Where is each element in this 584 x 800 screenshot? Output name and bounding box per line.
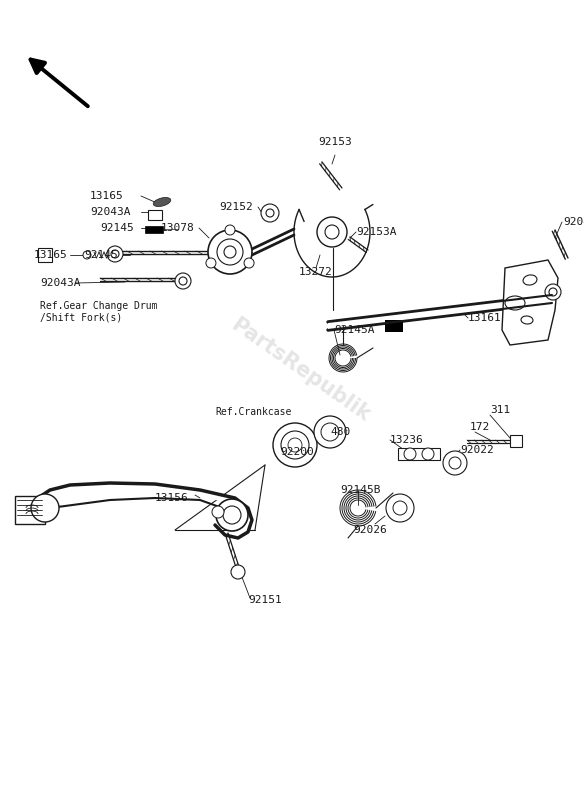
Text: 92151: 92151 <box>248 595 281 605</box>
Ellipse shape <box>153 198 171 206</box>
Polygon shape <box>328 295 552 330</box>
Circle shape <box>386 494 414 522</box>
Circle shape <box>107 246 123 262</box>
Bar <box>398 448 440 460</box>
Text: 311: 311 <box>490 405 510 415</box>
Text: 13161: 13161 <box>468 313 502 323</box>
Circle shape <box>317 217 347 247</box>
Text: 92145B: 92145B <box>340 485 381 495</box>
Text: 13236: 13236 <box>390 435 424 445</box>
Text: 13165: 13165 <box>34 250 68 260</box>
Text: 13165: 13165 <box>90 191 124 201</box>
Circle shape <box>449 457 461 469</box>
Circle shape <box>549 288 557 296</box>
Text: 92043A: 92043A <box>90 207 130 217</box>
Ellipse shape <box>523 275 537 285</box>
Text: 92043A: 92043A <box>40 278 81 288</box>
Circle shape <box>266 209 274 217</box>
Circle shape <box>31 494 59 522</box>
Text: 13156: 13156 <box>155 493 189 503</box>
Circle shape <box>216 499 248 531</box>
Circle shape <box>175 273 191 289</box>
Circle shape <box>111 250 119 258</box>
Bar <box>145 226 163 233</box>
Text: /Shift Fork(s): /Shift Fork(s) <box>40 313 122 323</box>
Circle shape <box>231 565 245 579</box>
Circle shape <box>225 225 235 235</box>
Text: 13078: 13078 <box>160 223 194 233</box>
Ellipse shape <box>505 296 525 310</box>
Text: 92145: 92145 <box>100 223 134 233</box>
Circle shape <box>208 230 252 274</box>
Text: 92145: 92145 <box>84 250 118 260</box>
Circle shape <box>321 423 339 441</box>
Circle shape <box>545 284 561 300</box>
Text: 172: 172 <box>470 422 490 432</box>
Polygon shape <box>502 260 558 345</box>
Text: 92145A: 92145A <box>334 325 374 335</box>
Circle shape <box>206 258 216 268</box>
Circle shape <box>273 423 317 467</box>
Text: 13272: 13272 <box>299 267 333 277</box>
Text: 92026: 92026 <box>353 525 387 535</box>
Circle shape <box>223 506 241 524</box>
Circle shape <box>325 225 339 239</box>
Circle shape <box>217 239 243 265</box>
Circle shape <box>261 204 279 222</box>
Bar <box>38 248 52 262</box>
Circle shape <box>281 431 309 459</box>
Circle shape <box>179 277 187 285</box>
Text: 92153A: 92153A <box>356 227 397 237</box>
Text: PartsRepublik: PartsRepublik <box>227 314 373 426</box>
Circle shape <box>212 506 224 518</box>
Circle shape <box>314 416 346 448</box>
Circle shape <box>83 251 91 259</box>
Circle shape <box>443 451 467 475</box>
Bar <box>385 320 403 332</box>
Bar <box>510 435 522 447</box>
Text: 92153: 92153 <box>318 137 352 147</box>
Text: 92043: 92043 <box>563 217 584 227</box>
Text: Ref.Crankcase: Ref.Crankcase <box>215 407 291 417</box>
Circle shape <box>404 448 416 460</box>
Circle shape <box>422 448 434 460</box>
Circle shape <box>224 246 236 258</box>
Circle shape <box>288 438 302 452</box>
Text: 92022: 92022 <box>460 445 493 455</box>
Circle shape <box>244 258 254 268</box>
Text: 480: 480 <box>330 427 350 437</box>
Text: 92152: 92152 <box>219 202 253 212</box>
Text: Ref.Gear Change Drum: Ref.Gear Change Drum <box>40 301 158 311</box>
Bar <box>15 496 45 524</box>
Bar <box>148 210 162 220</box>
Circle shape <box>393 501 407 515</box>
Ellipse shape <box>521 316 533 324</box>
Text: 92200: 92200 <box>280 447 314 457</box>
